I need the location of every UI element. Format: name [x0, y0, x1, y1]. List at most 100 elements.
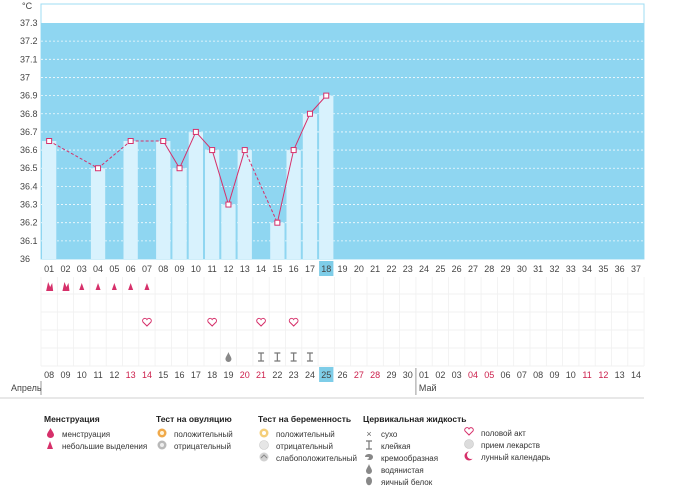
- cycle-day-label: 08: [158, 264, 168, 274]
- y-tick-label: 36.8: [20, 109, 38, 119]
- cervical-watery-mark: [225, 352, 232, 362]
- month-label: Май: [419, 383, 437, 393]
- temperature-point: [176, 165, 183, 172]
- cycle-day-label: 15: [272, 264, 282, 274]
- cycle-day-label: 28: [484, 264, 494, 274]
- cycle-day-label: 29: [501, 264, 511, 274]
- cycle-day-label: 10: [191, 264, 201, 274]
- cervical-sticky-mark: [274, 352, 281, 362]
- temperature-bar: [319, 95, 334, 259]
- calendar-date-label: 16: [175, 370, 185, 380]
- temperature-line-segment: [97, 140, 131, 169]
- cycle-day-label: 34: [582, 264, 592, 274]
- temperature-bar: [237, 150, 252, 259]
- cycle-day-label: 09: [175, 264, 185, 274]
- y-tick-label: 37.3: [20, 18, 38, 28]
- dry-cross-icon: ×: [366, 429, 372, 439]
- y-tick-label: 36.5: [20, 163, 38, 173]
- cycle-day-label: 11: [207, 264, 216, 274]
- temperature-bar: [90, 168, 106, 259]
- symbol-row: [41, 277, 644, 294]
- temperature-point: [192, 128, 199, 135]
- calendar-date-label: 06: [501, 370, 511, 380]
- cervical-sticky-mark: [258, 352, 265, 362]
- drop-light-icon: [44, 440, 56, 452]
- cycle-day-label: 16: [289, 264, 299, 274]
- calendar-date-label: 17: [191, 370, 201, 380]
- pill-icon: [463, 438, 475, 452]
- y-tick-label: 36.7: [20, 127, 38, 137]
- calendar-date-label: 08: [44, 370, 54, 380]
- creamy-icon: [363, 452, 375, 465]
- calendar-date-label: 19: [223, 370, 233, 380]
- temperature-bar: [123, 141, 138, 259]
- pregnancy-negative-icon: [258, 439, 270, 453]
- menstruation-light-mark: [95, 283, 101, 290]
- calendar-date-label: 30: [403, 370, 413, 380]
- y-tick-label: 36.9: [20, 91, 38, 101]
- calendar-date-label: 08: [533, 370, 543, 380]
- menstruation-heavy-mark: [46, 282, 54, 291]
- temperature-point: [274, 219, 281, 226]
- cycle-day-label: 26: [452, 264, 462, 274]
- temperature-point: [209, 147, 216, 154]
- calendar-date-label: 10: [77, 370, 87, 380]
- cycle-day-label: 01: [44, 264, 54, 274]
- cycle-day-label: 23: [403, 264, 413, 274]
- intercourse-heart-mark: [288, 317, 299, 327]
- calendar-date-label: 04: [468, 370, 478, 380]
- calendar-date-label: 12: [109, 370, 119, 380]
- current-day-highlight: [319, 261, 334, 276]
- temperature-point: [127, 138, 134, 144]
- calendar-date-label: 26: [338, 370, 348, 380]
- legend-menstruation: Менструация менструация небольшие выделе…: [44, 414, 147, 452]
- calendar-date-label: 28: [370, 370, 380, 380]
- calendar-date-label: 05: [484, 370, 494, 380]
- cycle-day-label: 33: [566, 264, 576, 274]
- cycle-day-label: 22: [386, 264, 396, 274]
- calendar-date-label: 13: [126, 370, 136, 380]
- legend-title-pregnancy: Тест на беременность: [258, 414, 352, 424]
- legend-cervical-dry: сухо: [381, 429, 398, 439]
- y-tick-label: 36.2: [20, 218, 38, 228]
- calendar-date-label: 11: [582, 370, 591, 380]
- cycle-day-label: 05: [109, 264, 119, 274]
- symbol-row: [41, 349, 644, 366]
- cycle-day-label: 17: [305, 264, 315, 274]
- legend-other-lunar: лунный календарь: [481, 452, 551, 462]
- calendar-date-label: 13: [615, 370, 625, 380]
- temperature-bar: [205, 150, 220, 259]
- temperature-point: [225, 201, 232, 208]
- cycle-day-label: 35: [598, 264, 608, 274]
- legend-pregnancy-weak: слабоположительный: [276, 453, 357, 463]
- calendar-date-label: 18: [207, 370, 217, 380]
- cycle-day-label: 04: [93, 264, 103, 274]
- cycle-day-label: 02: [60, 264, 70, 274]
- calendar-date-label: 12: [598, 370, 608, 380]
- calendar-date-label: 01: [419, 370, 429, 380]
- cycle-day-label: 06: [126, 264, 136, 274]
- calendar-date-label: 20: [240, 370, 250, 380]
- menstruation-heavy-mark: [62, 282, 70, 291]
- temperature-line-segment: [179, 131, 197, 169]
- temperature-bar: [188, 131, 203, 259]
- calendar-date-label: 14: [631, 370, 641, 380]
- legend-pregnancy: Тест на беременность положительный отриц…: [258, 414, 357, 464]
- bbt-chart: °C 37.3 37.2 37.1 37 36.9 36.8 36.7 36.6 36.5 36.4…: [0, 1, 645, 399]
- calendar-date-label: 22: [272, 370, 282, 380]
- y-tick-label: 36: [20, 254, 30, 264]
- pregnancy-weak-icon: [258, 452, 270, 465]
- menstruation-light-mark: [144, 283, 150, 290]
- calendar-date-label: 14: [142, 370, 152, 380]
- temperature-bar: [302, 113, 318, 260]
- legend-pregnancy-pos: положительный: [276, 429, 335, 439]
- legend-other-medicine: прием лекарств: [481, 440, 541, 450]
- calendar-date-label: 25: [321, 370, 331, 380]
- y-tick-label: 36.4: [20, 181, 38, 191]
- cervical-sticky-mark: [306, 352, 313, 362]
- cycle-day-label: 36: [615, 264, 625, 274]
- eggwhite-icon: [363, 476, 375, 489]
- y-tick-label: 37.1: [20, 54, 38, 64]
- temperature-bar: [42, 141, 57, 259]
- temperature-line-segment: [227, 149, 246, 205]
